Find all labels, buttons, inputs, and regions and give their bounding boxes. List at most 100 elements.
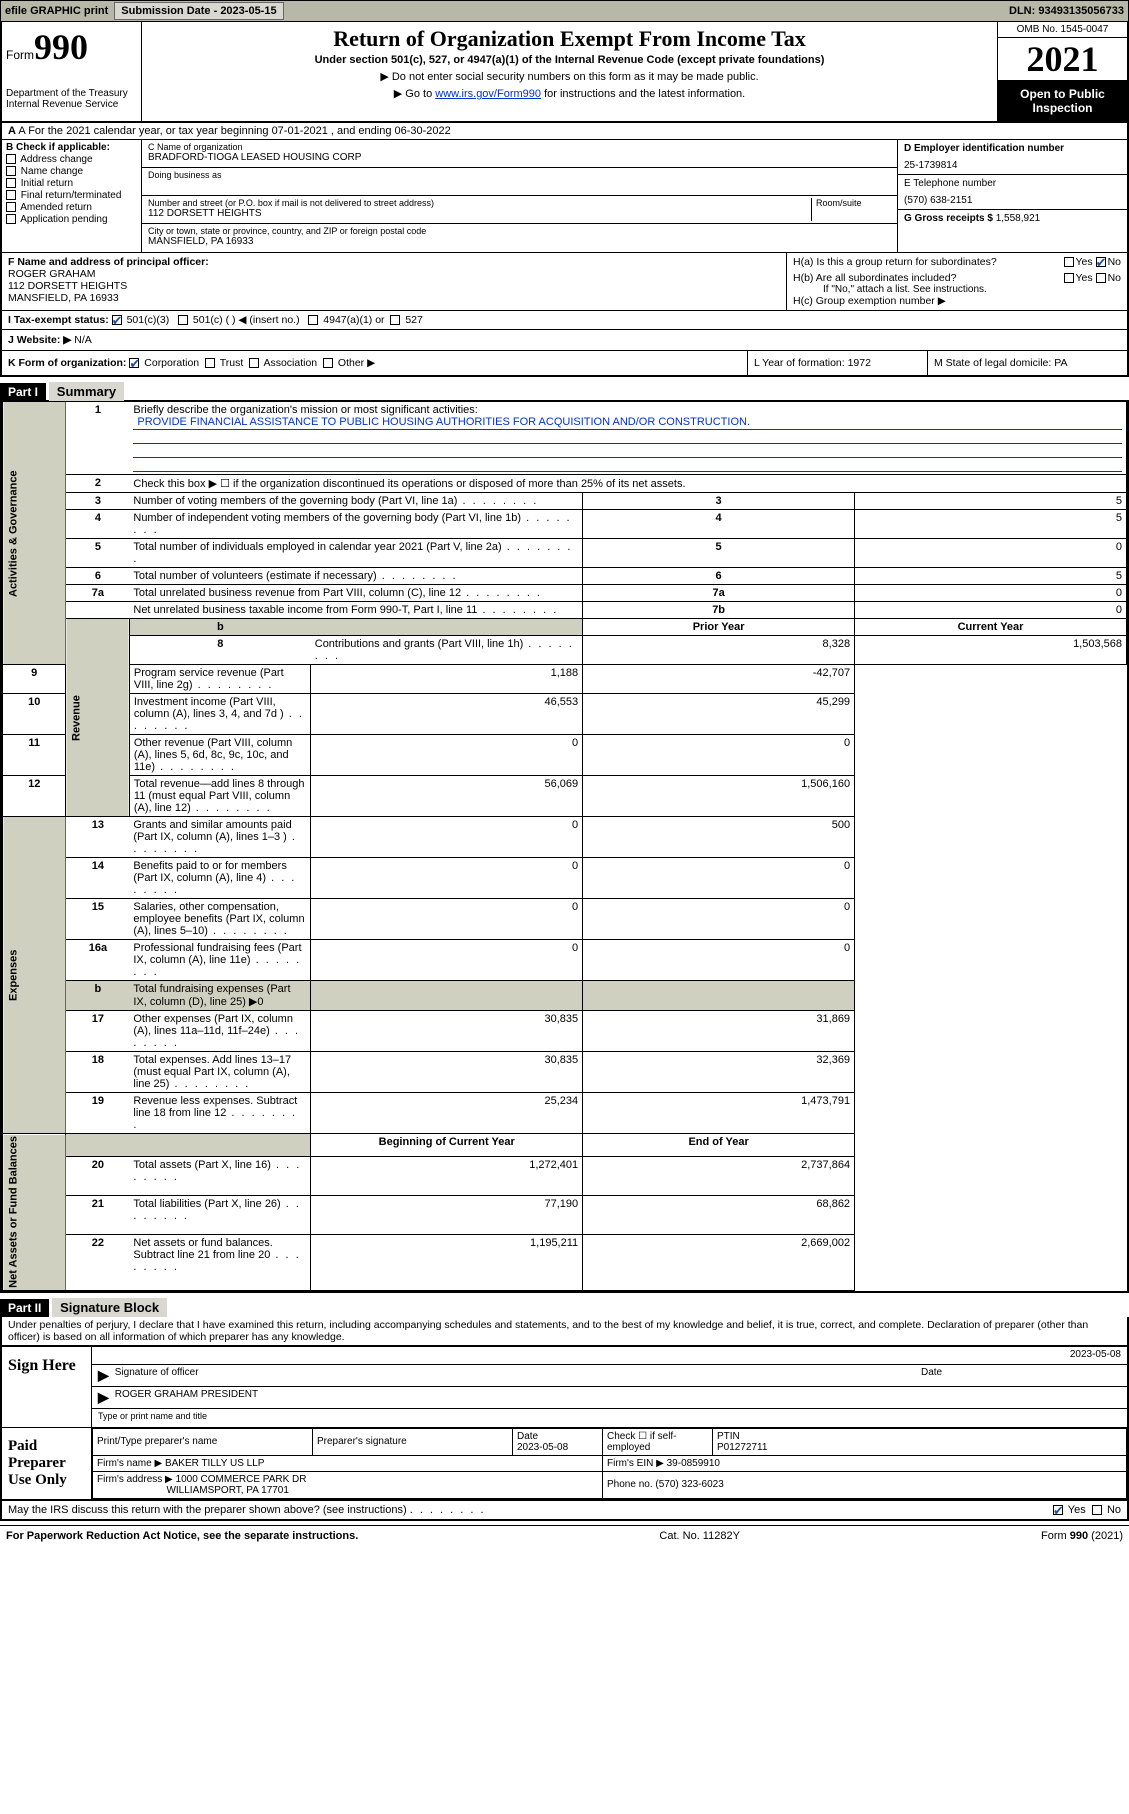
ck-pending[interactable]: Application pending bbox=[6, 214, 137, 225]
ha-yes[interactable] bbox=[1064, 257, 1074, 267]
firm-phone: (570) 323-6023 bbox=[655, 1479, 723, 1490]
k-trust[interactable] bbox=[205, 358, 215, 368]
goto-post: for instructions and the latest informat… bbox=[541, 88, 745, 100]
mission-blank3 bbox=[133, 458, 1122, 472]
box-k-label: K Form of organization: bbox=[8, 357, 126, 369]
mission-blank1 bbox=[133, 430, 1122, 444]
box-m: M State of legal domicile: PA bbox=[927, 351, 1127, 375]
box-j-label: J Website: ▶ bbox=[8, 334, 71, 346]
line-a-text: A For the 2021 calendar year, or tax yea… bbox=[18, 125, 450, 137]
dba-label: Doing business as bbox=[148, 170, 891, 180]
summary-table: Activities & Governance 1 Briefly descri… bbox=[2, 401, 1127, 1291]
date-label: Date bbox=[921, 1367, 1121, 1384]
i-501c[interactable] bbox=[178, 315, 188, 325]
form-number: 990 bbox=[34, 27, 88, 67]
efile-label: efile GRAPHIC print bbox=[1, 5, 112, 17]
header-mid: Return of Organization Exempt From Incom… bbox=[142, 22, 997, 121]
submission-date-btn[interactable]: Submission Date - 2023-05-15 bbox=[114, 2, 283, 20]
dln-label: DLN: 93493135056733 bbox=[1009, 5, 1128, 17]
declaration: Under penalties of perjury, I declare th… bbox=[0, 1317, 1129, 1345]
current-year-header: Current Year bbox=[855, 619, 1127, 636]
irs-link[interactable]: www.irs.gov/Form990 bbox=[435, 88, 541, 100]
ha-no[interactable] bbox=[1096, 257, 1106, 267]
discuss-no[interactable] bbox=[1092, 1505, 1102, 1515]
ck-name[interactable]: Name change bbox=[6, 166, 137, 177]
h-c: H(c) Group exemption number ▶ bbox=[793, 295, 1121, 307]
i-4947[interactable] bbox=[308, 315, 318, 325]
org-name-label: C Name of organization bbox=[148, 142, 891, 152]
firm-addr1: 1000 COMMERCE PARK DR bbox=[176, 1474, 307, 1485]
arrow-icon: ▶ bbox=[98, 1367, 109, 1384]
firm-ein-label: Firm's EIN ▶ bbox=[607, 1458, 664, 1469]
box-b-title: B Check if applicable: bbox=[6, 142, 110, 153]
irs-label: Internal Revenue Service bbox=[6, 99, 137, 110]
part1-title: Summary bbox=[49, 382, 124, 401]
phone-cell: E Telephone number (570) 638-2151 bbox=[898, 175, 1127, 210]
discuss-text: May the IRS discuss this return with the… bbox=[8, 1504, 407, 1516]
addr-value: 112 DORSETT HEIGHTS bbox=[148, 208, 811, 219]
footer-right: Form 990 (2021) bbox=[1041, 1530, 1123, 1542]
tab-governance: Activities & Governance bbox=[3, 402, 66, 665]
goto-pre: ▶ Go to bbox=[394, 88, 435, 100]
box-i-label: I Tax-exempt status: bbox=[8, 314, 109, 326]
tab-netassets: Net Assets or Fund Balances bbox=[3, 1134, 66, 1291]
beg-year-header: Beginning of Current Year bbox=[311, 1134, 583, 1157]
i-501c3[interactable] bbox=[112, 315, 122, 325]
firm-phone-label: Phone no. bbox=[607, 1479, 653, 1490]
open-public-badge: Open to Public Inspection bbox=[998, 81, 1127, 121]
i-527[interactable] bbox=[390, 315, 400, 325]
dots-icon bbox=[410, 1504, 486, 1516]
hb-yes[interactable] bbox=[1064, 273, 1074, 283]
dba-cell: Doing business as bbox=[142, 168, 897, 196]
ck-address[interactable]: Address change bbox=[6, 154, 137, 165]
tab-expenses: Expenses bbox=[3, 817, 66, 1134]
arrow-icon: ▶ bbox=[98, 1389, 109, 1406]
check-self: Check ☐ if self-employed bbox=[603, 1428, 713, 1455]
h-b: H(b) Are all subordinates included? bbox=[793, 272, 956, 284]
ck-final[interactable]: Final return/terminated bbox=[6, 190, 137, 201]
prep-date: 2023-05-08 bbox=[517, 1442, 568, 1453]
ptin-value: P01272711 bbox=[717, 1442, 767, 1453]
k-corp[interactable] bbox=[129, 358, 139, 368]
ck-amended[interactable]: Amended return bbox=[6, 202, 137, 213]
end-year-header: End of Year bbox=[583, 1134, 855, 1157]
sig-date: 2023-05-08 bbox=[1070, 1349, 1121, 1362]
firm-addr2: WILLIAMSPORT, PA 17701 bbox=[166, 1485, 288, 1496]
addr-label: Number and street (or P.O. box if mail i… bbox=[148, 198, 811, 208]
prior-year-header: Prior Year bbox=[583, 619, 855, 636]
form-word: Form bbox=[6, 48, 34, 62]
header-left: Form990 Department of the Treasury Inter… bbox=[2, 22, 142, 121]
sig-date-line: 2023-05-08 bbox=[92, 1347, 1127, 1365]
prep-name-label: Print/Type preparer's name bbox=[93, 1428, 313, 1455]
ck-initial[interactable]: Initial return bbox=[6, 178, 137, 189]
part1-box: Activities & Governance 1 Briefly descri… bbox=[0, 400, 1129, 1293]
sig-officer-line: ▶ Signature of officer Date bbox=[92, 1365, 1127, 1387]
part2-title: Signature Block bbox=[52, 1298, 167, 1317]
k-other[interactable] bbox=[323, 358, 333, 368]
city-value: MANSFIELD, PA 16933 bbox=[148, 236, 891, 247]
k-assoc[interactable] bbox=[249, 358, 259, 368]
mission-blank2 bbox=[133, 444, 1122, 458]
discuss-yes[interactable] bbox=[1053, 1505, 1063, 1515]
city-label: City or town, state or province, country… bbox=[148, 226, 891, 236]
website-value: N/A bbox=[74, 334, 92, 346]
ssn-note: ▶ Do not enter social security numbers o… bbox=[152, 70, 987, 83]
city-cell: City or town, state or province, country… bbox=[142, 224, 897, 252]
part2-header-row: Part II Signature Block bbox=[0, 1293, 1129, 1317]
tab-revenue: Revenue bbox=[66, 619, 129, 817]
discuss-row: May the IRS discuss this return with the… bbox=[0, 1501, 1129, 1521]
row-fh: F Name and address of principal officer:… bbox=[0, 253, 1129, 311]
box-l: L Year of formation: 1972 bbox=[747, 351, 927, 375]
col-c: C Name of organization BRADFORD-TIOGA LE… bbox=[142, 140, 897, 252]
hb-note: If "No," attach a list. See instructions… bbox=[823, 284, 1121, 295]
footer-mid: Cat. No. 11282Y bbox=[659, 1530, 740, 1542]
firm-addr-label: Firm's address ▶ bbox=[97, 1474, 173, 1485]
dept-treasury: Department of the Treasury bbox=[6, 88, 137, 99]
ein-label: D Employer identification number bbox=[904, 143, 1064, 154]
form-subtitle: Under section 501(c), 527, or 4947(a)(1)… bbox=[152, 54, 987, 66]
box-f: F Name and address of principal officer:… bbox=[2, 253, 787, 310]
footer: For Paperwork Reduction Act Notice, see … bbox=[0, 1525, 1129, 1546]
omb-number: OMB No. 1545-0047 bbox=[998, 22, 1127, 38]
hb-no[interactable] bbox=[1096, 273, 1106, 283]
firm-name: BAKER TILLY US LLP bbox=[165, 1458, 265, 1469]
